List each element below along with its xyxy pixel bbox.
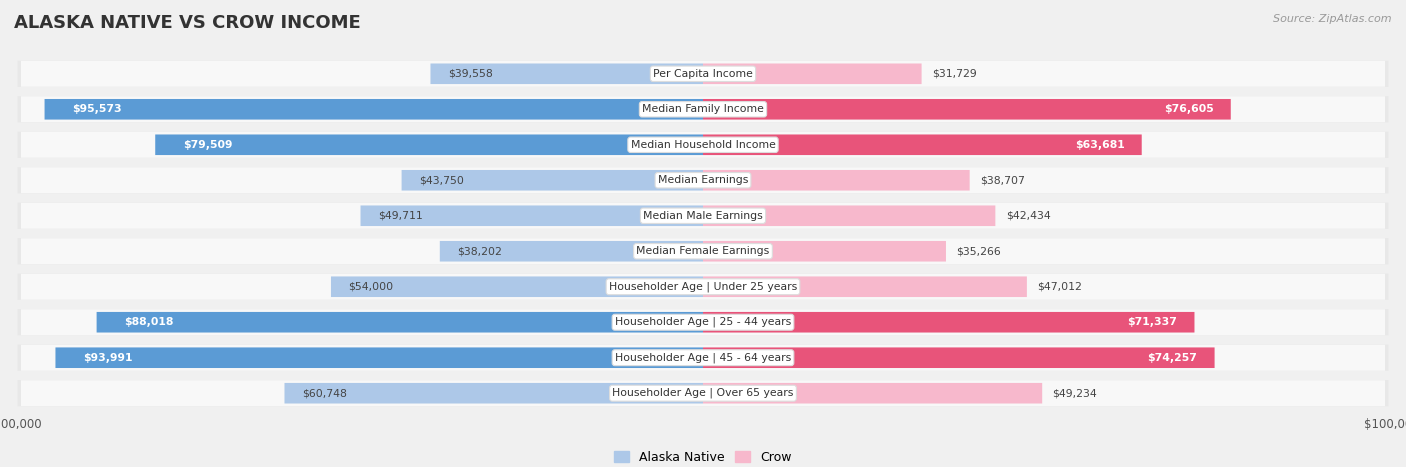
Text: Per Capita Income: Per Capita Income — [652, 69, 754, 79]
FancyBboxPatch shape — [703, 312, 1195, 333]
Text: Median Household Income: Median Household Income — [630, 140, 776, 150]
Text: $71,337: $71,337 — [1128, 317, 1177, 327]
FancyBboxPatch shape — [21, 96, 1385, 122]
FancyBboxPatch shape — [703, 276, 1026, 297]
FancyBboxPatch shape — [440, 241, 703, 262]
FancyBboxPatch shape — [703, 99, 1230, 120]
Text: Source: ZipAtlas.com: Source: ZipAtlas.com — [1274, 14, 1392, 24]
FancyBboxPatch shape — [17, 309, 1389, 335]
Text: $76,605: $76,605 — [1164, 104, 1213, 114]
FancyBboxPatch shape — [17, 238, 1389, 264]
Text: $93,991: $93,991 — [83, 353, 132, 363]
Text: $49,711: $49,711 — [378, 211, 422, 221]
FancyBboxPatch shape — [17, 345, 1389, 371]
Text: Householder Age | 25 - 44 years: Householder Age | 25 - 44 years — [614, 317, 792, 327]
FancyBboxPatch shape — [703, 241, 946, 262]
FancyBboxPatch shape — [21, 61, 1385, 87]
Text: $60,748: $60,748 — [302, 388, 347, 398]
FancyBboxPatch shape — [284, 383, 703, 403]
FancyBboxPatch shape — [21, 274, 1385, 300]
FancyBboxPatch shape — [430, 64, 703, 84]
Text: $74,257: $74,257 — [1147, 353, 1198, 363]
Text: $35,266: $35,266 — [956, 246, 1001, 256]
FancyBboxPatch shape — [703, 134, 1142, 155]
FancyBboxPatch shape — [55, 347, 703, 368]
Text: Median Male Earnings: Median Male Earnings — [643, 211, 763, 221]
Text: $39,558: $39,558 — [447, 69, 492, 79]
Text: ALASKA NATIVE VS CROW INCOME: ALASKA NATIVE VS CROW INCOME — [14, 14, 361, 32]
FancyBboxPatch shape — [17, 61, 1389, 87]
Text: Median Female Earnings: Median Female Earnings — [637, 246, 769, 256]
FancyBboxPatch shape — [330, 276, 703, 297]
Text: Householder Age | Under 25 years: Householder Age | Under 25 years — [609, 282, 797, 292]
FancyBboxPatch shape — [17, 167, 1389, 193]
FancyBboxPatch shape — [703, 347, 1215, 368]
FancyBboxPatch shape — [17, 274, 1389, 300]
FancyBboxPatch shape — [21, 238, 1385, 264]
Text: $31,729: $31,729 — [932, 69, 977, 79]
FancyBboxPatch shape — [703, 64, 921, 84]
FancyBboxPatch shape — [360, 205, 703, 226]
Text: Householder Age | 45 - 64 years: Householder Age | 45 - 64 years — [614, 353, 792, 363]
Text: $47,012: $47,012 — [1038, 282, 1083, 292]
Text: $38,707: $38,707 — [980, 175, 1025, 185]
FancyBboxPatch shape — [21, 380, 1385, 406]
Text: $43,750: $43,750 — [419, 175, 464, 185]
FancyBboxPatch shape — [155, 134, 703, 155]
Text: Householder Age | Over 65 years: Householder Age | Over 65 years — [612, 388, 794, 398]
FancyBboxPatch shape — [17, 96, 1389, 122]
Text: Median Family Income: Median Family Income — [643, 104, 763, 114]
FancyBboxPatch shape — [21, 203, 1385, 229]
FancyBboxPatch shape — [21, 309, 1385, 335]
Text: $54,000: $54,000 — [349, 282, 394, 292]
FancyBboxPatch shape — [17, 132, 1389, 158]
Text: $49,234: $49,234 — [1053, 388, 1097, 398]
FancyBboxPatch shape — [703, 170, 970, 191]
FancyBboxPatch shape — [17, 380, 1389, 406]
FancyBboxPatch shape — [703, 383, 1042, 403]
Text: Median Earnings: Median Earnings — [658, 175, 748, 185]
Text: $95,573: $95,573 — [72, 104, 122, 114]
Text: $38,202: $38,202 — [457, 246, 502, 256]
FancyBboxPatch shape — [21, 345, 1385, 371]
Text: $63,681: $63,681 — [1074, 140, 1125, 150]
Text: $79,509: $79,509 — [183, 140, 232, 150]
FancyBboxPatch shape — [97, 312, 703, 333]
FancyBboxPatch shape — [703, 205, 995, 226]
Text: $42,434: $42,434 — [1005, 211, 1050, 221]
Text: $88,018: $88,018 — [124, 317, 173, 327]
FancyBboxPatch shape — [402, 170, 703, 191]
FancyBboxPatch shape — [21, 167, 1385, 193]
FancyBboxPatch shape — [21, 132, 1385, 158]
Legend: Alaska Native, Crow: Alaska Native, Crow — [609, 446, 797, 467]
FancyBboxPatch shape — [45, 99, 703, 120]
FancyBboxPatch shape — [17, 203, 1389, 229]
